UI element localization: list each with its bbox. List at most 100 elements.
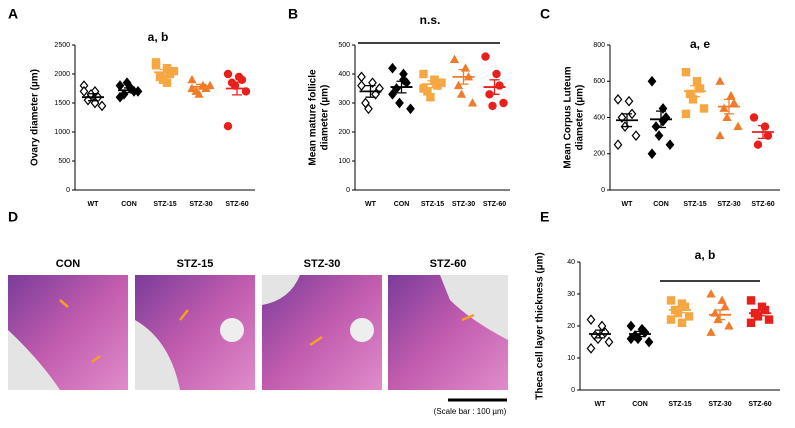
lumen <box>220 318 244 342</box>
annotation: a, b <box>148 30 169 44</box>
point <box>647 75 657 87</box>
error-bar <box>755 309 765 317</box>
x-tick-label: CON <box>632 401 648 408</box>
point <box>395 97 404 109</box>
point <box>726 90 736 100</box>
y-axis-label: Ovary diameter (µm) <box>30 69 41 166</box>
panel-letter: B <box>288 6 298 22</box>
point <box>357 80 366 91</box>
x-tick-label: STZ-30 <box>189 201 212 208</box>
point <box>419 84 428 93</box>
point <box>626 333 636 345</box>
point <box>764 315 774 324</box>
point <box>495 81 504 90</box>
point <box>706 327 716 336</box>
x-tick-label: STZ-15 <box>153 201 176 208</box>
error-bar <box>595 329 605 339</box>
y-tick-label: 600 <box>593 78 605 85</box>
point <box>677 318 687 328</box>
point <box>586 343 596 354</box>
y-tick-label: 100 <box>338 158 350 165</box>
x-tick-label: STZ-15 <box>668 401 691 408</box>
point <box>729 98 739 107</box>
y-axis-label: Mean Corpus Luteum <box>563 66 574 168</box>
error-bar <box>427 80 438 89</box>
point <box>715 130 725 140</box>
error-bar <box>675 306 685 314</box>
point <box>194 89 204 98</box>
point <box>688 95 698 104</box>
error-bar <box>396 80 407 94</box>
point <box>499 98 508 108</box>
point <box>684 312 694 321</box>
x-tick-label: STZ-30 <box>708 401 731 408</box>
y-tick-label: 1500 <box>54 100 70 107</box>
point <box>456 89 467 98</box>
x-tick-label: CON <box>394 201 410 208</box>
y-tick-label: 400 <box>338 71 350 78</box>
point <box>364 103 373 115</box>
point <box>647 148 657 160</box>
point <box>223 121 233 131</box>
point <box>720 301 730 311</box>
point <box>681 109 691 119</box>
image-title: STZ-30 <box>304 258 341 270</box>
error-bar <box>724 98 734 115</box>
point <box>624 95 634 107</box>
point <box>665 139 675 151</box>
x-tick-label: WT <box>622 201 634 208</box>
point <box>368 77 377 89</box>
point <box>79 86 89 97</box>
point <box>666 315 676 324</box>
point <box>706 289 716 298</box>
point <box>733 121 743 131</box>
point <box>613 139 623 151</box>
y-tick-label: 0 <box>66 187 70 194</box>
error-bar <box>88 93 98 102</box>
point <box>586 314 596 325</box>
x-tick-label: CON <box>121 201 137 208</box>
panel-letter: A <box>8 6 18 22</box>
error-bar <box>635 330 645 338</box>
error-bar <box>715 309 725 321</box>
error-bar <box>622 113 632 128</box>
point <box>717 295 727 304</box>
x-tick-label: STZ-60 <box>751 201 774 208</box>
y-tick-label: 1000 <box>54 129 70 136</box>
error-bar <box>758 125 768 139</box>
point <box>746 318 756 328</box>
lumen <box>8 330 60 390</box>
x-tick-label: STZ-60 <box>748 401 771 408</box>
panel-letter: C <box>540 6 550 22</box>
y-tick-label: 30 <box>567 291 575 298</box>
point <box>151 61 161 70</box>
y-tick-label: 200 <box>338 129 350 136</box>
image-title: CON <box>56 258 81 270</box>
annotation: a, b <box>695 248 716 262</box>
arrows <box>59 299 475 363</box>
x-tick-label: WT <box>595 401 607 408</box>
point <box>162 78 172 87</box>
point <box>467 98 478 107</box>
point <box>488 101 497 111</box>
error-bar <box>124 87 134 94</box>
y-tick-label: 2000 <box>54 71 70 78</box>
image-title: STZ-15 <box>177 258 214 270</box>
error-bar <box>365 84 376 98</box>
x-tick-label: STZ-30 <box>452 201 475 208</box>
y-axis-label: diameter (µm) <box>320 85 331 151</box>
panel-letter: E <box>540 209 549 225</box>
point <box>654 130 664 141</box>
y-tick-label: 10 <box>567 355 575 362</box>
y-axis-label: Mean mature follicle <box>308 69 319 166</box>
point <box>115 80 125 91</box>
point <box>746 296 756 305</box>
point <box>426 92 435 102</box>
y-tick-label: 500 <box>58 158 70 165</box>
error-bar <box>690 85 700 98</box>
point <box>631 130 641 141</box>
annotation: a, e <box>690 37 710 51</box>
point <box>388 62 397 74</box>
point <box>115 91 125 103</box>
x-tick-label: STZ-15 <box>683 201 706 208</box>
